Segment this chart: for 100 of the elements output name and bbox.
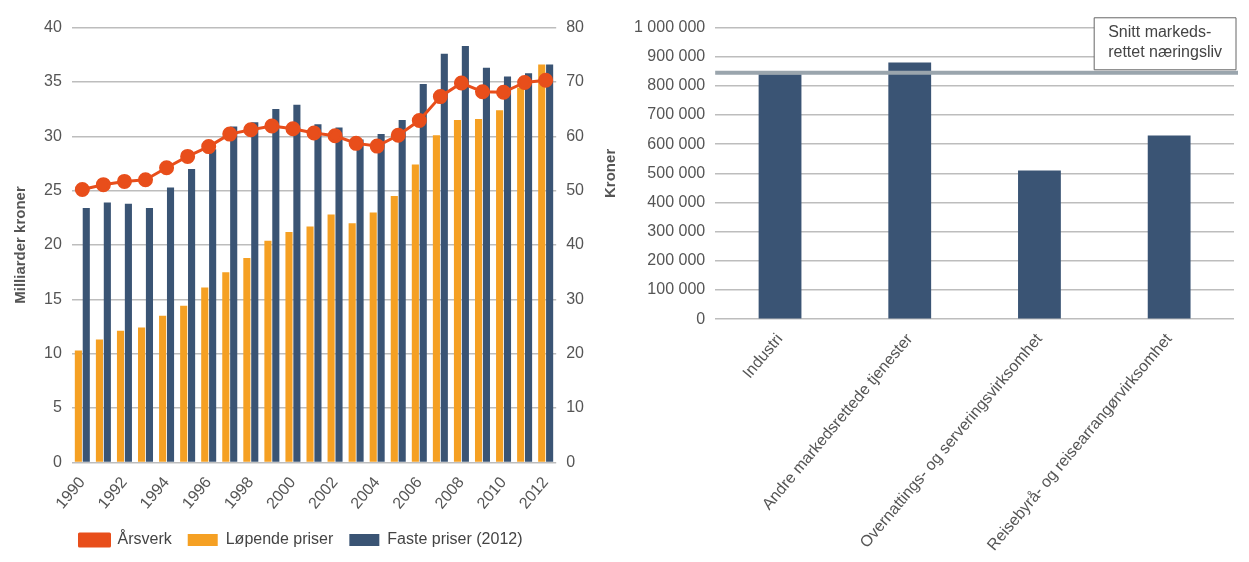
bar <box>546 64 554 462</box>
bar <box>496 110 504 462</box>
point <box>95 177 111 193</box>
y-tick-label: 35 <box>44 72 62 90</box>
point <box>243 122 259 138</box>
y2-tick-label: 70 <box>566 72 585 90</box>
bar <box>209 149 217 462</box>
bar <box>188 168 196 462</box>
point <box>432 89 448 105</box>
bar <box>432 135 440 462</box>
y-tick-label: 100 000 <box>647 280 706 298</box>
point <box>74 182 90 198</box>
y-tick-label: 700 000 <box>647 105 706 123</box>
bar <box>138 327 146 462</box>
bar <box>348 223 356 462</box>
y-tick-label: 0 <box>52 452 62 470</box>
y2-tick-label: 20 <box>566 344 585 362</box>
legend-label: Faste priser (2012) <box>387 530 523 548</box>
point <box>264 118 280 134</box>
bar <box>180 305 188 462</box>
y-tick-label: 200 000 <box>647 251 706 269</box>
y2-tick-label: 80 <box>566 18 585 36</box>
y2-tick-label: 60 <box>566 126 585 144</box>
y-tick-label: 900 000 <box>647 47 706 65</box>
bar <box>264 240 272 462</box>
bar <box>440 53 448 462</box>
point <box>180 148 196 164</box>
point <box>390 127 406 143</box>
point <box>496 84 512 100</box>
y-tick-label: 5 <box>52 398 62 416</box>
y-tick-label: 500 000 <box>647 163 706 181</box>
y-tick-label: 0 <box>696 309 706 327</box>
bar <box>474 118 483 462</box>
bar <box>103 202 111 462</box>
bar <box>272 109 280 462</box>
bar <box>1147 135 1191 319</box>
y-axis-title: Milliarder kroner <box>11 186 29 304</box>
point <box>538 72 554 88</box>
point <box>222 126 238 142</box>
bar <box>419 84 427 462</box>
y2-tick-label: 30 <box>566 289 585 307</box>
bar <box>377 134 385 462</box>
bar <box>74 350 82 462</box>
point <box>369 138 385 154</box>
bar <box>230 126 238 462</box>
y-tick-label: 25 <box>44 181 62 199</box>
y-tick-label: 40 <box>44 18 62 36</box>
bar <box>222 272 230 462</box>
y-tick-label: 30 <box>44 126 62 144</box>
bar <box>525 73 533 462</box>
legend-label: Løpende priser <box>225 530 335 548</box>
bar <box>201 287 209 462</box>
y-tick-label: 20 <box>44 235 62 253</box>
bar <box>285 231 293 462</box>
bar <box>293 104 301 462</box>
bar <box>145 208 154 462</box>
bar <box>390 196 398 462</box>
bar <box>888 62 932 319</box>
point <box>201 139 217 155</box>
bar <box>538 64 546 462</box>
point <box>138 172 154 188</box>
y2-tick-label: 0 <box>566 452 576 470</box>
bar <box>369 212 377 462</box>
point <box>474 84 490 100</box>
bar <box>327 214 335 462</box>
bar <box>124 203 132 462</box>
y-tick-label: 300 000 <box>647 222 706 240</box>
bar <box>116 330 125 462</box>
y2-tick-label: 40 <box>566 235 585 253</box>
y-tick-label: 400 000 <box>647 192 706 210</box>
bar <box>243 258 251 462</box>
point <box>453 75 469 91</box>
y-tick-label: 10 <box>44 344 62 362</box>
bar <box>503 76 512 462</box>
bar <box>306 226 314 462</box>
bar <box>758 74 802 319</box>
y-tick-label: 800 000 <box>647 76 706 94</box>
y-axis-title: Kroner <box>601 148 619 198</box>
point <box>306 125 322 141</box>
bar <box>482 67 490 462</box>
bar <box>1018 170 1061 319</box>
bar <box>159 315 167 462</box>
point <box>159 160 175 176</box>
point <box>285 121 301 137</box>
point <box>517 74 533 90</box>
bar <box>314 124 322 462</box>
point <box>348 135 364 151</box>
point <box>116 173 132 189</box>
y-tick-label: 15 <box>44 289 62 307</box>
bar <box>411 164 419 462</box>
y-tick-label: 600 000 <box>647 134 706 152</box>
point <box>411 113 427 129</box>
bar <box>356 139 364 462</box>
bar <box>335 127 343 462</box>
bar <box>398 119 406 462</box>
y2-tick-label: 50 <box>566 181 585 199</box>
legend-label: Årsverk <box>117 529 173 548</box>
bar <box>453 119 462 462</box>
ref-line-label: Snitt markeds- rettet næringsliv <box>1108 23 1223 61</box>
bar <box>166 187 175 462</box>
